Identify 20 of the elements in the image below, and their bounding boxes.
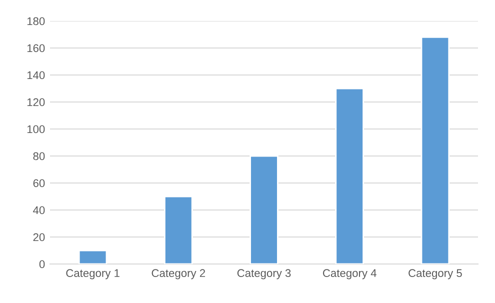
x-tick-label: Category 4 <box>322 269 376 280</box>
y-tick-label: 120 <box>27 98 45 106</box>
y-tick-label: 180 <box>27 17 45 26</box>
x-tick-label: Category 1 <box>66 269 120 280</box>
bar <box>250 155 278 264</box>
y-tick-label: 100 <box>27 125 45 134</box>
y-tick-label: 20 <box>33 233 45 242</box>
y-tick-label: 60 <box>33 179 45 188</box>
bar <box>78 250 108 264</box>
bar <box>335 88 364 264</box>
y-tick-label: 160 <box>27 44 45 52</box>
x-tick-label: Category 2 <box>152 269 206 280</box>
x-tick-label: Category 3 <box>237 269 291 280</box>
x-tick-label: Category 5 <box>408 269 462 280</box>
y-tick-label: 40 <box>33 206 45 214</box>
y-tick-label: 0 <box>39 260 45 268</box>
y-tick-label: 140 <box>27 71 45 80</box>
y-tick-label: 80 <box>33 152 45 160</box>
bar <box>164 196 193 264</box>
bar <box>420 36 450 264</box>
